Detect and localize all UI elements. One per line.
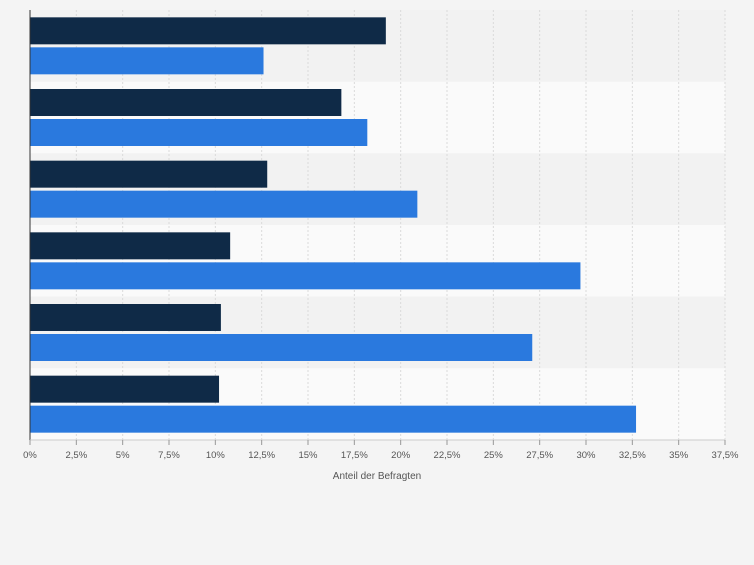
x-tick-label: 35% [669, 450, 689, 461]
bar [30, 304, 221, 331]
x-tick-label: 37,5% [712, 450, 739, 461]
x-tick-label: 22,5% [434, 450, 461, 461]
bar [30, 262, 581, 290]
x-tick-label: 5% [116, 450, 130, 461]
x-tick-label: 30% [576, 450, 596, 461]
x-tick-label: 15% [298, 450, 318, 461]
x-axis: 0% 2,5% 5% 7,5% 10% 12,5% 15% 17,5% 20% 22,5% 25% 2… [23, 10, 739, 461]
bar [30, 232, 231, 260]
x-tick-label: 12,5% [248, 450, 275, 461]
bar [30, 334, 533, 361]
bar [30, 47, 264, 75]
x-tick-label: 0% [23, 450, 37, 461]
x-axis-title: Anteil der Befragten [333, 471, 421, 482]
bar [30, 160, 268, 188]
bar [30, 119, 368, 146]
x-tick-label: 27,5% [526, 450, 553, 461]
bars [30, 17, 637, 433]
row-bands [30, 10, 725, 440]
x-tick-label: 17,5% [341, 450, 368, 461]
x-tick-label: 2,5% [66, 450, 88, 461]
bar [30, 17, 386, 45]
bar [30, 190, 418, 218]
x-tick-label: 32,5% [619, 450, 646, 461]
x-tick-label: 10% [206, 450, 226, 461]
bar [30, 405, 637, 433]
x-tick-label: 20% [391, 450, 411, 461]
x-tick-label: 7,5% [158, 450, 180, 461]
bar [30, 89, 342, 116]
bar [30, 375, 220, 403]
x-tick-label: 25% [484, 450, 504, 461]
